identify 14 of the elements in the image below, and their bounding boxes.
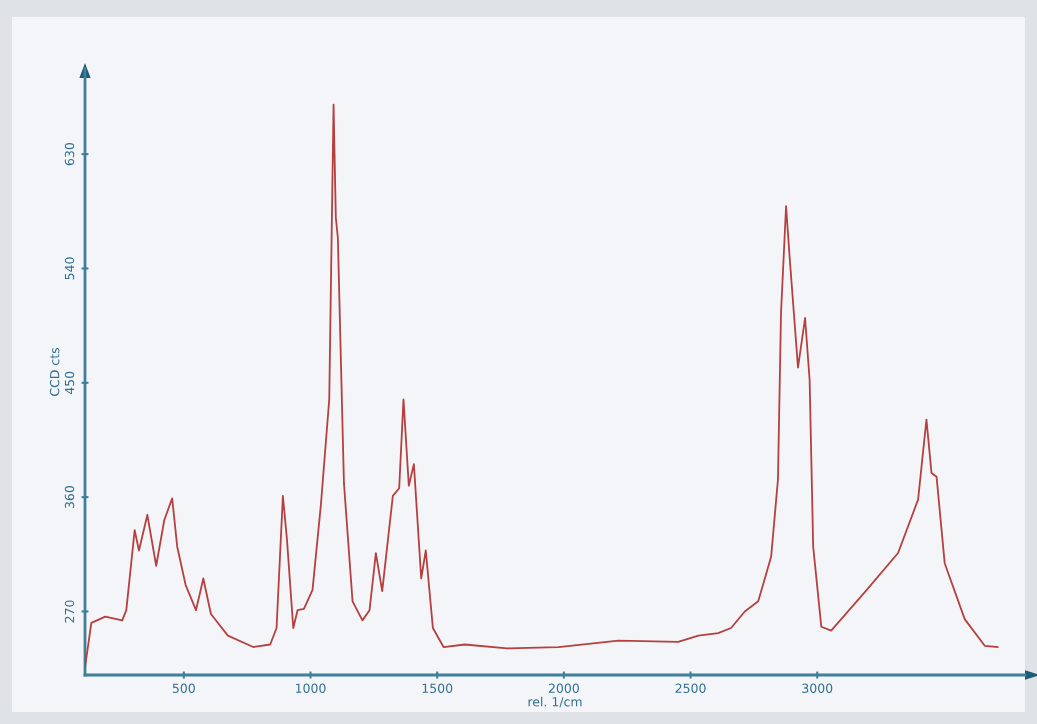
x-tick-label: 3000 <box>802 683 833 694</box>
y-tick-label: 270 <box>64 600 75 623</box>
y-tick-label: 450 <box>64 371 75 395</box>
x-tick-label: 2500 <box>675 683 706 694</box>
x-tick-label: 1500 <box>422 683 453 694</box>
y-tick-label: 360 <box>64 486 75 509</box>
x-tick-label: 2000 <box>548 683 579 694</box>
x-tick-label: 500 <box>172 683 195 694</box>
x-tick-label: 1000 <box>295 683 326 694</box>
x-axis-title: rel. 1/cm <box>528 696 582 708</box>
line-series <box>85 103 999 669</box>
y-axis-title: CCD cts <box>49 347 60 396</box>
y-tick-label: 630 <box>64 143 75 166</box>
y-tick-label: 540 <box>64 257 75 280</box>
